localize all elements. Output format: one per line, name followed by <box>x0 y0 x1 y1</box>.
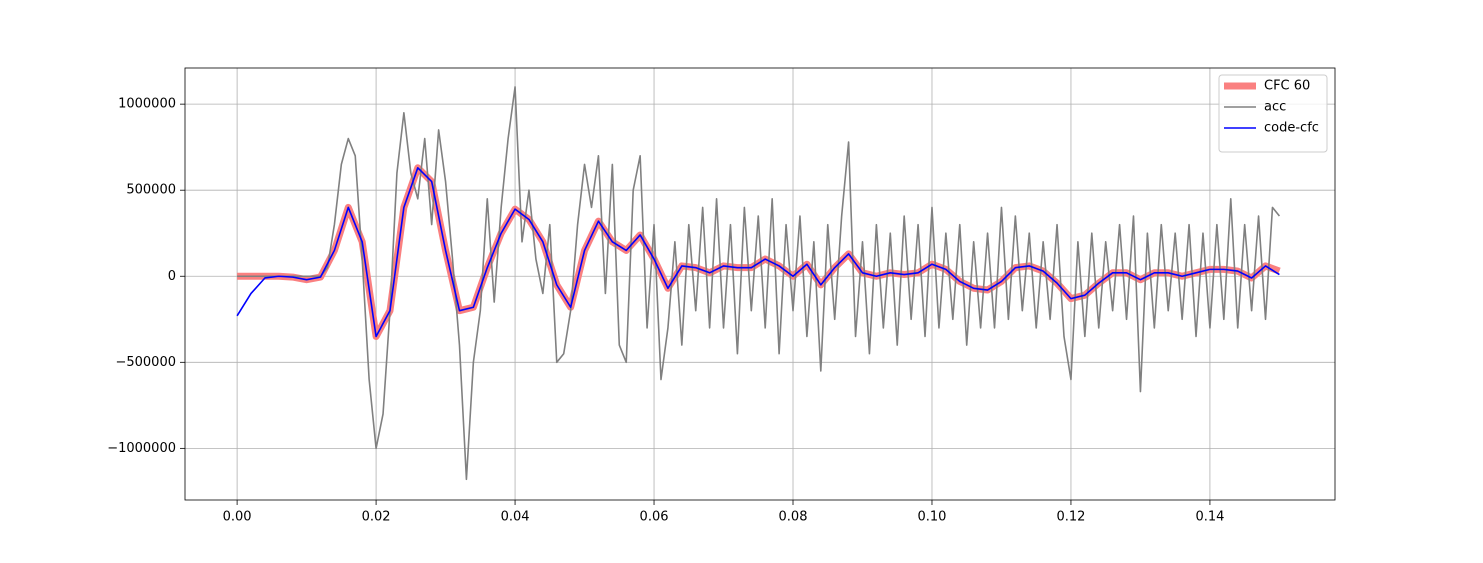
x-tick-label: 0.04 <box>501 510 530 525</box>
legend-label: CFC 60 <box>1264 79 1310 94</box>
legend-box <box>1218 74 1328 153</box>
y-tick-label: 0 <box>168 269 176 284</box>
y-tick-label: 1000000 <box>118 97 176 112</box>
legend-label: code-cfc <box>1264 121 1319 136</box>
y-tick-label: −500000 <box>115 355 176 370</box>
series-line <box>236 167 1280 338</box>
x-tick-label: 0.12 <box>1056 510 1085 525</box>
x-tick-label: 0.02 <box>362 510 391 525</box>
plot-frame <box>184 67 1336 501</box>
y-tick-label: 500000 <box>126 183 176 198</box>
series-line <box>237 86 1281 481</box>
x-tick-label: 0.14 <box>1195 510 1224 525</box>
x-tick-label: 0.06 <box>640 510 669 525</box>
x-tick-label: 0.10 <box>918 510 947 525</box>
y-tick-label: −1000000 <box>107 441 176 456</box>
x-tick-label: 0.08 <box>779 510 808 525</box>
legend-label: acc <box>1264 100 1286 115</box>
x-tick-label: 0.00 <box>223 510 252 525</box>
